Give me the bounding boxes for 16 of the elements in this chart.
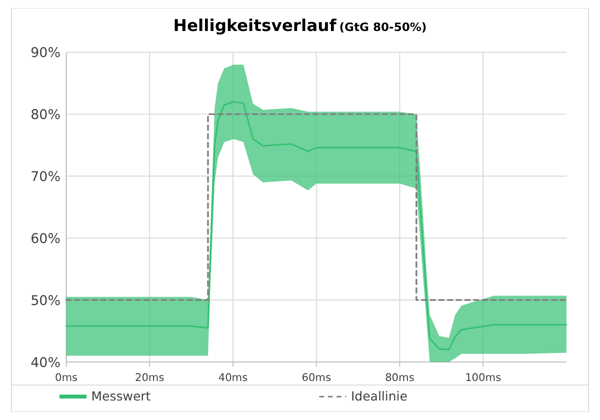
y-tick-label: 50% <box>30 294 61 309</box>
y-tick-label: 80% <box>30 108 61 124</box>
legend-label: Messwert <box>91 388 151 404</box>
x-tick-label: 0ms <box>54 372 78 384</box>
x-tick-label: 40ms <box>218 372 248 384</box>
y-tick-label: 60% <box>30 232 61 247</box>
x-tick-label: 60ms <box>302 372 331 384</box>
chart-subtitle: (GtG 80-50%) <box>339 20 427 34</box>
y-tick-label: 70% <box>30 170 61 185</box>
y-tick-label: 40% <box>30 356 61 371</box>
chart-title: Helligkeitsverlauf <box>173 16 336 36</box>
y-tick-label: 90% <box>30 46 61 62</box>
x-tick-label: 100ms <box>465 372 502 384</box>
legend-label: Ideallinie <box>350 388 408 404</box>
x-tick-label: 80ms <box>385 372 414 384</box>
x-tick-label: 20ms <box>134 372 164 384</box>
